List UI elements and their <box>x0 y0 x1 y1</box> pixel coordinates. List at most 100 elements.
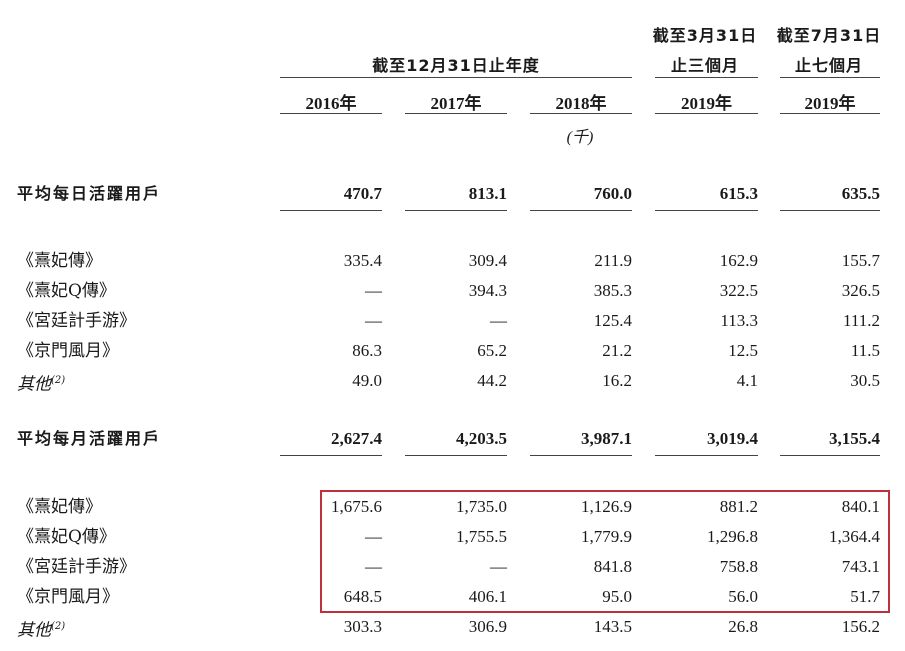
dau-total-2017: 813.1 <box>468 184 507 203</box>
value-cell: 1,364.4 <box>829 527 880 546</box>
value-cell: 65.2 <box>477 341 507 360</box>
game-label: 《京門風月》 <box>17 341 119 361</box>
mau-row-others: 其他(2) 303.3 306.9 143.5 26.8 156.2 <box>0 612 905 642</box>
game-label: 《熹妃Q傳》 <box>17 527 116 547</box>
value-cell: 44.2 <box>477 371 507 390</box>
year-rule-1 <box>280 113 382 114</box>
unit-label: (千) <box>566 129 594 146</box>
game-label: 《熹妃Q傳》 <box>17 281 116 301</box>
year-rule-3 <box>530 113 632 114</box>
col5-header-rule <box>780 77 880 78</box>
total-rule <box>405 210 507 211</box>
total-rule <box>530 210 632 211</box>
highlight-box <box>320 490 890 613</box>
value-cell: 648.5 <box>343 587 382 606</box>
year-header-2019-7m: 2019年 <box>804 94 856 113</box>
mau-total-2016: 2,627.4 <box>331 429 382 448</box>
mau-title: 平均每月活躍用戶 <box>17 429 162 448</box>
value-cell: — <box>365 311 382 330</box>
mau-total-2019-q1: 3,019.4 <box>707 429 758 448</box>
value-cell: 322.5 <box>719 281 758 300</box>
total-rule <box>280 210 382 211</box>
dau-total-2016: 470.7 <box>343 184 382 203</box>
dau-row-xifei-q: 《熹妃Q傳》 — 394.3 385.3 322.5 326.5 <box>0 276 905 306</box>
value-cell: 30.5 <box>850 371 880 390</box>
others-label: 其他(2) <box>17 374 66 395</box>
year-header-2017: 2017年 <box>430 94 482 113</box>
col4-header-line1: 截至3月31日 <box>652 26 758 45</box>
value-cell: 406.1 <box>468 587 507 606</box>
dau-title: 平均每日活躍用戶 <box>17 184 162 203</box>
year-header-2019-q1: 2019年 <box>681 94 732 113</box>
group-header-rule <box>280 77 632 78</box>
value-cell: 335.4 <box>343 251 382 270</box>
value-cell: 1,755.5 <box>456 527 507 546</box>
footnote-marker: (2) <box>51 375 66 386</box>
total-rule <box>780 455 880 456</box>
mau-total-2018: 3,987.1 <box>581 429 632 448</box>
col5-header-line1: 截至7月31日 <box>776 26 882 45</box>
value-cell: 394.3 <box>468 281 507 300</box>
value-cell: 26.8 <box>728 617 758 636</box>
game-label: 《熹妃傳》 <box>17 497 102 517</box>
dau-row-others: 其他(2) 49.0 44.2 16.2 4.1 30.5 <box>0 366 905 396</box>
value-cell: 743.1 <box>841 557 880 576</box>
value-cell: 1,296.8 <box>707 527 758 546</box>
game-label: 《熹妃傳》 <box>17 251 102 271</box>
mau-row-jingmen: 《京門風月》 648.5 406.1 95.0 56.0 51.7 <box>0 582 905 612</box>
mau-total-2017: 4,203.5 <box>456 429 507 448</box>
others-label: 其他(2) <box>17 620 66 641</box>
value-cell: 143.5 <box>593 617 632 636</box>
total-rule <box>405 455 507 456</box>
mau-total-row: 平均每月活躍用戶 2,627.4 4,203.5 3,987.1 3,019.4… <box>0 424 905 456</box>
value-cell: 113.3 <box>720 311 758 330</box>
dau-row-gongting: 《宮廷計手游》 — — 125.4 113.3 111.2 <box>0 306 905 336</box>
total-rule <box>780 210 880 211</box>
dau-row-jingmen: 《京門風月》 86.3 65.2 21.2 12.5 11.5 <box>0 336 905 366</box>
value-cell: 840.1 <box>841 497 880 516</box>
value-cell: — <box>365 557 382 576</box>
year-header-2018: 2018年 <box>555 94 607 113</box>
col4-header-line2: 止三個月 <box>670 56 739 75</box>
total-rule <box>530 455 632 456</box>
value-cell: 21.2 <box>602 341 632 360</box>
mau-row-gongting: 《宮廷計手游》 — — 841.8 758.8 743.1 <box>0 552 905 582</box>
year-rule-2 <box>405 113 507 114</box>
mau-row-xifei: 《熹妃傳》 1,675.6 1,735.0 1,126.9 881.2 840.… <box>0 492 905 522</box>
value-cell: 385.3 <box>593 281 632 300</box>
value-cell: 11.5 <box>850 341 880 360</box>
year-rule-5 <box>780 113 880 114</box>
dau-total-2018: 760.0 <box>593 184 632 203</box>
value-cell: 51.7 <box>850 587 880 606</box>
col5-header-line2: 止七個月 <box>794 56 863 75</box>
mau-row-xifei-q: 《熹妃Q傳》 — 1,755.5 1,779.9 1,296.8 1,364.4 <box>0 522 905 552</box>
value-cell: — <box>490 557 507 576</box>
value-cell: 125.4 <box>593 311 632 330</box>
value-cell: 111.2 <box>843 311 880 330</box>
footnote-marker: (2) <box>51 621 66 632</box>
value-cell: 155.7 <box>841 251 880 270</box>
col4-header-rule <box>655 77 758 78</box>
value-cell: 4.1 <box>736 371 758 390</box>
game-label: 《宮廷計手游》 <box>17 557 136 577</box>
value-cell: 12.5 <box>728 341 758 360</box>
value-cell: 306.9 <box>468 617 507 636</box>
value-cell: 326.5 <box>841 281 880 300</box>
total-rule <box>655 455 758 456</box>
total-rule <box>280 455 382 456</box>
value-cell: 309.4 <box>468 251 507 270</box>
value-cell: 1,779.9 <box>581 527 632 546</box>
value-cell: — <box>365 281 382 300</box>
value-cell: 56.0 <box>728 587 758 606</box>
fiscal-year-group-header: 截至12月31日止年度 <box>372 56 540 75</box>
value-cell: 303.3 <box>343 617 382 636</box>
game-label: 《京門風月》 <box>17 587 119 607</box>
dau-total-2019-7m: 635.5 <box>841 184 880 203</box>
value-cell: 1,126.9 <box>581 497 632 516</box>
value-cell: 881.2 <box>719 497 758 516</box>
value-cell: 841.8 <box>593 557 632 576</box>
value-cell: 49.0 <box>352 371 382 390</box>
value-cell: 1,675.6 <box>331 497 382 516</box>
mau-total-2019-7m: 3,155.4 <box>829 429 880 448</box>
value-cell: 1,735.0 <box>456 497 507 516</box>
